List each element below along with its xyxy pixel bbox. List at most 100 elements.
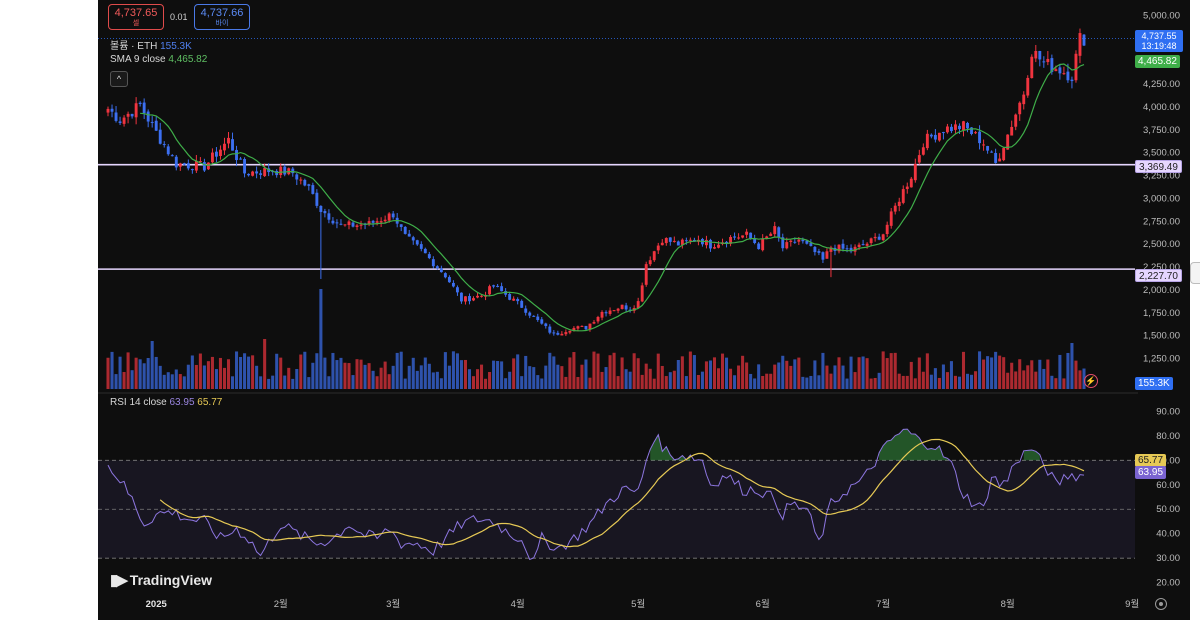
price-tick-label: 3,750.00: [1143, 125, 1180, 136]
volume-bar: [126, 352, 130, 389]
level-label-lower[interactable]: 2,227.70: [1135, 269, 1182, 282]
candle-body: [134, 103, 138, 118]
candle-body: [560, 333, 564, 336]
volume-bar: [749, 373, 753, 389]
candle-body: [624, 305, 628, 310]
candle-body: [757, 243, 761, 250]
volume-bar: [142, 363, 146, 389]
volume-bar: [1018, 359, 1022, 389]
candle-body: [656, 245, 660, 251]
current-price-value: 4,737.55: [1141, 31, 1177, 41]
candle-body: [676, 241, 680, 246]
volume-bar: [1058, 354, 1062, 389]
volume-bar: [696, 374, 700, 389]
volume-bar: [865, 358, 869, 389]
collapse-legend-button[interactable]: ^: [110, 71, 128, 87]
candle-body: [901, 189, 905, 203]
volume-bar: [909, 361, 913, 389]
candle-body: [210, 152, 214, 163]
candle-body: [166, 146, 170, 155]
volume-bar: [323, 357, 327, 389]
settings-icon[interactable]: [1155, 598, 1167, 610]
volume-bar: [118, 356, 122, 389]
candle-body: [174, 156, 178, 168]
lightning-icon[interactable]: ⚡: [1084, 374, 1098, 388]
volume-bar: [1010, 362, 1014, 389]
volume-bar: [986, 356, 990, 389]
sma-legend[interactable]: SMA 9 close 4,465.82: [110, 54, 207, 65]
volume-bar: [331, 352, 335, 389]
volume-bar: [435, 371, 439, 389]
volume-bar: [604, 367, 608, 389]
candle-body: [1034, 50, 1038, 59]
candle-body: [311, 185, 315, 194]
volume-bar: [692, 355, 696, 389]
level-label-upper[interactable]: 3,369.49: [1135, 160, 1182, 173]
candle-body: [359, 224, 363, 226]
candle-body: [620, 304, 624, 309]
volume-bar: [512, 358, 516, 389]
chart-panel[interactable]: 1,250.00 1,500.00 1,750.00 2,000.00 2,250.00…: [98, 0, 1190, 620]
volume-bar: [367, 363, 371, 389]
volume-bar: [275, 353, 279, 389]
candle-body: [1026, 77, 1030, 96]
candle-body: [263, 168, 267, 177]
volume-bar: [560, 366, 564, 389]
candle-body: [1010, 126, 1014, 136]
volume-bar: [174, 369, 178, 389]
side-panel-handle[interactable]: [1190, 262, 1200, 284]
volume-bar: [1070, 343, 1074, 389]
candle-body: [170, 155, 174, 157]
rsi-ma-line: [159, 438, 1085, 548]
chart-canvas[interactable]: 1,250.00 1,500.00 1,750.00 2,000.00 2,250.00…: [98, 0, 1190, 620]
volume-bar: [712, 357, 717, 389]
volume-bar: [206, 361, 210, 389]
volume-legend[interactable]: 볼륨 · ETH 155.3K: [110, 37, 192, 52]
candle-body: [291, 168, 295, 174]
candle-body: [492, 285, 496, 287]
spread-value: 0.01: [170, 12, 188, 22]
volume-bar: [849, 356, 853, 389]
volume-bar: [757, 364, 761, 389]
volume-bar: [636, 358, 640, 389]
volume-bar: [130, 370, 134, 389]
volume-bar: [1034, 371, 1038, 389]
volume-bar: [371, 370, 375, 389]
time-tick-label: 2025: [146, 599, 168, 610]
volume-bar: [399, 351, 403, 389]
volume-bar: [427, 363, 431, 389]
volume-bar: [929, 374, 933, 389]
price-tick-label: 2,750.00: [1143, 216, 1180, 227]
candle-body: [745, 231, 749, 235]
rsi-legend[interactable]: RSI 14 close 63.95 65.77: [110, 397, 222, 408]
volume-bar: [970, 374, 974, 389]
candle-body: [154, 120, 158, 131]
candle-body: [283, 166, 287, 175]
rsi-tick-label: 30.00: [1156, 553, 1180, 564]
candle-body: [978, 131, 982, 144]
volume-bar: [319, 289, 323, 389]
candle-body: [1070, 79, 1074, 82]
volume-bar: [467, 369, 472, 389]
volume-bar: [861, 356, 865, 389]
volume-bar: [564, 376, 568, 389]
volume-bar: [616, 376, 620, 389]
volume-bar: [737, 365, 741, 389]
volume-bar: [222, 367, 227, 389]
candle-body: [564, 332, 568, 335]
candle-body: [520, 300, 524, 308]
volume-bar: [271, 375, 275, 389]
candle-body: [532, 315, 536, 317]
time-tick-label: 6월: [756, 598, 770, 610]
volume-bar: [114, 374, 118, 389]
candle-body: [1054, 69, 1058, 72]
sell-button[interactable]: 4,737.65 셀: [108, 4, 164, 30]
candle-countdown: 13:19:48: [1141, 41, 1177, 51]
volume-bar: [660, 365, 664, 389]
volume-bar: [198, 353, 202, 389]
candle-body: [869, 238, 873, 244]
buy-button[interactable]: 4,737.66 바이: [194, 4, 250, 30]
candle-body: [504, 291, 508, 295]
candle-body: [1058, 67, 1062, 74]
price-tick-label: 4,250.00: [1143, 79, 1180, 90]
